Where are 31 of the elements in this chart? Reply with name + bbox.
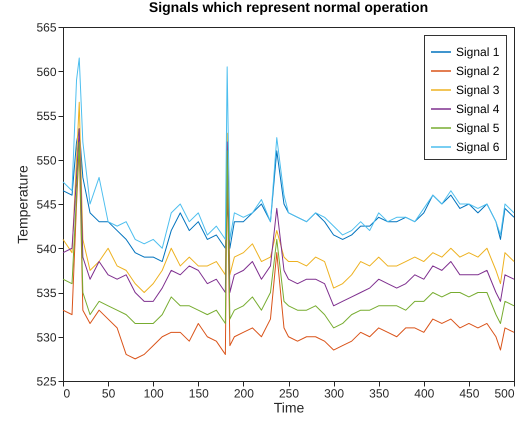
y-tick-label: 535	[36, 286, 57, 300]
x-tick-label: 500	[494, 386, 515, 400]
line-series	[62, 142, 514, 328]
legend-label: Signal 4	[456, 102, 500, 116]
x-tick-label: 250	[278, 386, 300, 400]
x-tick-label: 150	[188, 386, 210, 400]
x-tick-label: 50	[102, 386, 116, 400]
legend-label: Signal 1	[456, 45, 500, 59]
x-tick-label: 450	[459, 386, 480, 400]
y-tick-label: 565	[36, 20, 57, 34]
x-axis-title: Time	[274, 400, 305, 416]
y-tick-label: 540	[36, 242, 57, 256]
y-axis-title: Temperature	[14, 164, 30, 244]
y-tick-label: 555	[36, 109, 57, 123]
x-tick-label: 350	[369, 386, 390, 400]
y-tick-label: 560	[36, 64, 57, 79]
x-tick-label: 100	[144, 386, 164, 400]
x-tick-label: 0	[64, 386, 70, 400]
x-tick-label: 300	[324, 386, 344, 400]
x-tick-label: 400	[414, 386, 435, 400]
legend-label: Signal 3	[456, 83, 500, 97]
x-tick-label: 200	[234, 386, 254, 400]
legend-label: Signal 6	[456, 140, 500, 154]
legend-label: Signal 2	[456, 64, 500, 78]
legend-label: Signal 5	[456, 121, 500, 135]
y-tick-label: 530	[36, 330, 57, 344]
y-tick-label: 525	[36, 374, 57, 388]
line-series	[62, 57, 514, 249]
chart-title: Signals which represent normal operation	[148, 0, 428, 15]
y-tick-label: 545	[36, 198, 57, 212]
y-tick-label: 550	[36, 153, 57, 168]
